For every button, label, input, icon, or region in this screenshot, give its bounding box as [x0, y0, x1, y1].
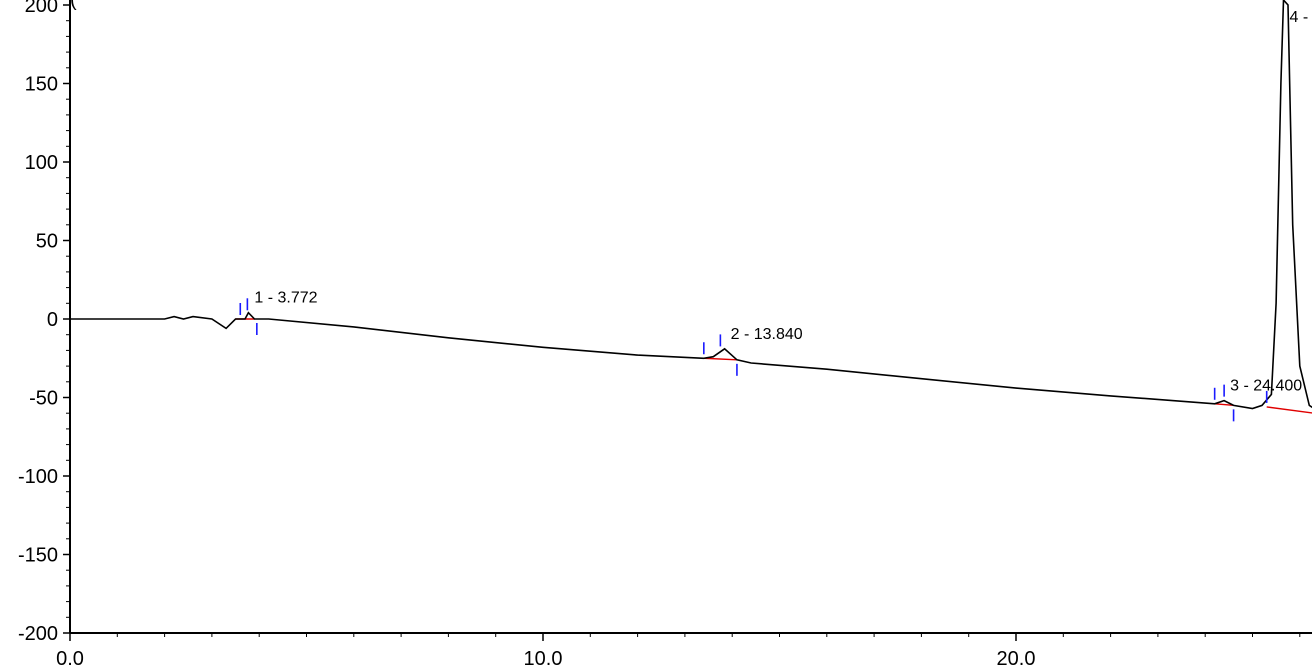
y-tick-label: 50 [36, 231, 58, 253]
integration-baseline [1266, 406, 1312, 414]
peak-label: 3 - 24.400 [1230, 378, 1302, 395]
axis-ticks [63, 4, 1301, 641]
x-tick-label: 10.0 [524, 648, 563, 669]
y-tick-label: 100 [25, 152, 58, 174]
y-tick-label: 200 [25, 0, 58, 17]
x-tick-label: 0.0 [56, 648, 84, 669]
peak-label: 4 - 25.655 [1289, 9, 1312, 26]
peak-label: 2 - 13.840 [731, 326, 803, 343]
y-tick-label: -150 [18, 545, 58, 567]
y-tick-label: -100 [18, 466, 58, 488]
integration-baselines [235, 318, 1312, 414]
tick-labels: 200150100500-50-100-150-2000.010.020.030… [18, 0, 1036, 669]
y-tick-label: -50 [29, 388, 58, 410]
y-tick-label: 150 [25, 74, 58, 96]
peak-markers [239, 298, 1268, 422]
integration-baseline [1214, 403, 1234, 407]
header-text: ( [70, 0, 77, 11]
peak-label: 1 - 3.772 [254, 290, 317, 307]
integration-baseline [703, 357, 737, 361]
y-tick-label: 0 [47, 309, 58, 331]
y-tick-label: -200 [18, 623, 58, 645]
x-tick-label: 20.0 [997, 648, 1036, 669]
